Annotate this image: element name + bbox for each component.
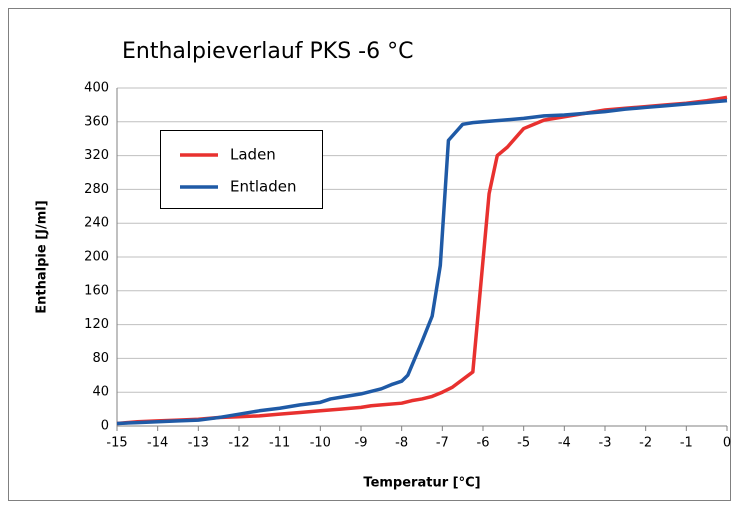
y-tick-label: 160 (84, 283, 109, 298)
legend-box (160, 130, 323, 209)
line-series (116, 98, 728, 426)
x-tick-label: -5 (517, 436, 530, 451)
chart-title: Enthalpieverlauf PKS -6 °C (122, 39, 413, 64)
y-tick-label: 400 (84, 81, 109, 96)
y-tick-label: 320 (84, 148, 109, 163)
x-tick-label: -14 (147, 436, 168, 451)
x-tick-label: 0 (723, 436, 731, 451)
x-tick-label: -7 (436, 436, 449, 451)
x-tick-label: -10 (310, 436, 331, 451)
y-tick-label: 80 (92, 351, 109, 366)
y-tick-label: 280 (84, 182, 109, 197)
y-tick-label: 360 (84, 114, 109, 129)
x-tick-label: -11 (269, 436, 290, 451)
x-tick-label: -1 (680, 436, 693, 451)
y-tick-label: 120 (84, 317, 109, 332)
legend-label: Laden (230, 146, 276, 164)
chart-frame (8, 8, 731, 501)
x-axis-label: Temperatur [°C] (363, 476, 480, 491)
y-tick-label: 200 (84, 250, 109, 265)
x-tick-label: -6 (477, 436, 490, 451)
y-tick-label: 40 (92, 385, 109, 400)
x-tick-label: -9 (355, 436, 368, 451)
y-tick-label: 0 (101, 419, 109, 434)
x-tick-label: -2 (639, 436, 652, 451)
x-tick-label: -15 (106, 436, 127, 451)
x-tick-label: -8 (395, 436, 408, 451)
x-tick-label: -12 (228, 436, 249, 451)
y-tick-label: 240 (84, 216, 109, 231)
y-axis-label: Enthalpie [J/ml] (35, 200, 50, 313)
x-tick-label: -13 (188, 436, 209, 451)
x-tick-label: -4 (558, 436, 571, 451)
legend-label: Entladen (230, 178, 296, 196)
x-tick-label: -3 (599, 436, 612, 451)
